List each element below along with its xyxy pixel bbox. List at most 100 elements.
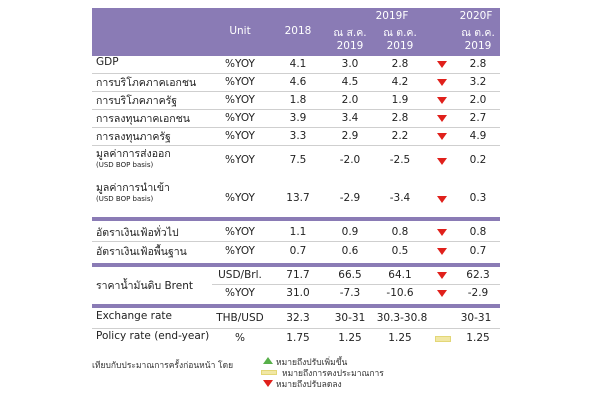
row-aug-2019: -2.0 <box>339 154 361 166</box>
row-divider <box>212 284 500 285</box>
revised-down-icon <box>437 61 447 68</box>
row-oct-2019: 2.8 <box>391 112 409 124</box>
row-2018: 7.5 <box>289 154 307 166</box>
row-unit: USD/Brl. <box>218 269 262 281</box>
row-label-sub: (USD BOP basis) <box>96 195 154 203</box>
row-2018: 71.7 <box>286 269 310 281</box>
row-oct-2019: 1.9 <box>391 94 409 106</box>
row-divider <box>92 73 500 74</box>
row-aug-2019: 2.0 <box>341 94 359 106</box>
row-unit: %YOY <box>225 192 255 204</box>
row-unit: %YOY <box>225 245 255 257</box>
row-divider <box>92 127 500 128</box>
row-label-main: มูลค่าการส่งออก <box>96 148 171 160</box>
row-2018: 1.1 <box>289 226 307 238</box>
row-oct-2019: 2.8 <box>391 58 409 70</box>
row-aug-2019: 2.9 <box>341 130 359 142</box>
row-2018: 32.3 <box>286 312 310 324</box>
row-oct-2019: 4.2 <box>391 76 409 88</box>
row-oct-2019: 30.3-30.8 <box>376 312 428 324</box>
header-unit: Unit <box>229 25 251 37</box>
revised-down-icon <box>437 196 447 203</box>
row-label-main: มูลค่าการนำเข้า <box>96 182 170 194</box>
row-unit: %YOY <box>225 154 255 166</box>
header-2020f: 2020F <box>459 10 493 22</box>
row-label: การบริโภคภาคเอกชน <box>96 77 197 89</box>
header-oct-2019: ณ ต.ค. 2019 <box>383 27 417 52</box>
row-oct-2019: 1.25 <box>388 332 412 344</box>
row-aug-2019: 30-31 <box>334 312 366 324</box>
row-label: Policy rate (end-year) <box>96 330 210 342</box>
revised-up-icon <box>263 357 273 364</box>
row-label: Exchange rate <box>96 310 172 322</box>
rows-group-rates: Exchange rate THB/USD 32.3 30-31 30.3-30… <box>92 308 500 350</box>
revised-down-icon <box>437 79 447 86</box>
row-2018: 1.8 <box>289 94 307 106</box>
row-divider <box>92 241 500 242</box>
row-2018: 3.9 <box>289 112 307 124</box>
row-2020: 1.25 <box>466 332 490 344</box>
row-oct-2019: 64.1 <box>388 269 412 281</box>
row-oct-2019: 0.5 <box>391 245 409 257</box>
row-aug-2019: -7.3 <box>339 287 361 299</box>
legend-flat-label: หมายถึงการคงประมาณการ <box>282 369 384 379</box>
row-oct-2019: -3.4 <box>389 192 411 204</box>
row-label: อัตราเงินเฟ้อพื้นฐาน <box>96 246 187 258</box>
section-separator <box>92 304 500 308</box>
row-label: GDP <box>96 56 119 68</box>
row-2020: 30-31 <box>460 312 492 324</box>
row-divider <box>92 145 500 146</box>
row-2020: 0.8 <box>469 226 487 238</box>
row-2020: 2.7 <box>469 112 487 124</box>
row-2020: 4.9 <box>469 130 487 142</box>
header-2018: 2018 <box>284 25 312 37</box>
row-unit: % <box>235 332 245 344</box>
row-unit: %YOY <box>225 76 255 88</box>
row-label: มูลค่าการนำเข้า (USD BOP basis) <box>96 182 170 204</box>
row-aug-2019: -2.9 <box>339 192 361 204</box>
row-oct-2019: -2.5 <box>389 154 411 166</box>
row-aug-2019: 0.6 <box>341 245 359 257</box>
row-unit: THB/USD <box>216 312 264 324</box>
row-2020: 0.2 <box>469 154 487 166</box>
row-2020: 2.8 <box>469 58 487 70</box>
row-label: มูลค่าการส่งออก (USD BOP basis) <box>96 148 171 170</box>
header-oct-2019-2020: ณ ต.ค. 2019 <box>461 27 495 52</box>
legend-caption: เทียบกับประมาณการครั้งก่อนหน้า โดย <box>92 361 234 371</box>
row-2020: -2.9 <box>467 287 489 299</box>
legend-up-label: หมายถึงปรับเพิ่มขึ้น <box>276 358 348 368</box>
rows-group-brent: ราคาน้ำมันดิบ Brent USD/Brl. 71.7 66.5 6… <box>92 267 500 303</box>
rows-group-inflation: อัตราเงินเฟ้อทั่วไป %YOY 1.1 0.9 0.8 0.8… <box>92 222 500 262</box>
row-unit: %YOY <box>225 226 255 238</box>
row-divider <box>92 91 500 92</box>
row-label: การลงทุนภาคเอกชน <box>96 113 190 125</box>
row-unit: %YOY <box>225 112 255 124</box>
revised-down-icon <box>437 248 447 255</box>
row-aug-2019: 1.25 <box>338 332 362 344</box>
section-separator <box>92 217 500 221</box>
row-2018: 31.0 <box>286 287 310 299</box>
row-unit: %YOY <box>225 130 255 142</box>
row-2018: 0.7 <box>289 245 307 257</box>
row-aug-2019: 66.5 <box>338 269 362 281</box>
revised-down-icon <box>437 133 447 140</box>
row-label: อัตราเงินเฟ้อทั่วไป <box>96 227 179 239</box>
legend-down-label: หมายถึงปรับลดลง <box>276 380 342 390</box>
section-separator <box>92 263 500 267</box>
row-label-sub: (USD BOP basis) <box>96 161 154 169</box>
row-label: ราคาน้ำมันดิบ Brent <box>96 280 193 292</box>
revised-down-icon <box>437 229 447 236</box>
header-aug-2019: ณ ส.ค. 2019 <box>333 27 367 52</box>
table-header: Unit 2018 2019F 2020F ณ ส.ค. 2019 ณ ต.ค.… <box>92 8 500 56</box>
revised-down-icon <box>437 115 447 122</box>
row-2020: 3.2 <box>469 76 487 88</box>
row-2020: 0.7 <box>469 245 487 257</box>
row-oct-2019: 2.2 <box>391 130 409 142</box>
row-aug-2019: 3.4 <box>341 112 359 124</box>
header-2019f: 2019F <box>375 10 409 22</box>
revised-down-icon <box>437 272 447 279</box>
row-2018: 13.7 <box>286 192 310 204</box>
row-label: การบริโภคภาครัฐ <box>96 95 178 107</box>
row-2020: 0.3 <box>469 192 487 204</box>
row-2018: 4.6 <box>289 76 307 88</box>
